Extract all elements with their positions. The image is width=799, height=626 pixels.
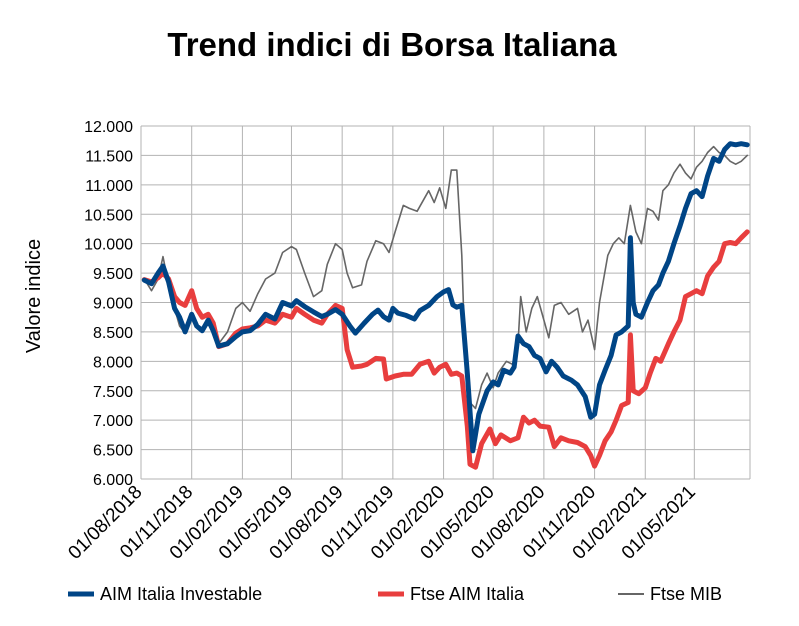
tick-labels: 6.000 6.500 7.000 7.500 8.000 8.500 9.000 9.500… — [64, 119, 699, 564]
legend-label: Ftse AIM Italia — [410, 584, 525, 604]
y-tick-label: 6.000 — [93, 472, 133, 489]
y-tick-label: 9.000 — [93, 296, 133, 313]
y-tick-label: 6.500 — [93, 443, 133, 460]
series-line-0 — [141, 141, 750, 454]
y-tick-label: 10.500 — [84, 207, 133, 224]
y-tick-label: 11.500 — [85, 148, 133, 165]
y-tick-label: 7.500 — [93, 384, 133, 401]
y-tick-label: 8.500 — [93, 325, 133, 342]
y-tick-label: 8.000 — [93, 354, 133, 371]
y-tick-label: 12.000 — [84, 119, 133, 136]
y-tick-label: 7.000 — [93, 413, 133, 430]
legend: AIM Italia Investable Ftse AIM Italia Ftse… — [68, 584, 722, 604]
chart-title: Trend indici di Borsa Italiana — [167, 26, 617, 63]
y-axis-label: Valore indice — [23, 239, 45, 353]
plot-area — [141, 141, 750, 470]
y-tick-label: 9.500 — [93, 266, 133, 283]
series-line-1 — [141, 229, 750, 470]
y-tick-label: 11.000 — [85, 178, 133, 195]
legend-label: AIM Italia Investable — [100, 584, 262, 604]
legend-label: Ftse MIB — [650, 584, 722, 604]
y-tick-label: 10.000 — [84, 237, 133, 254]
gridlines — [140, 125, 751, 480]
